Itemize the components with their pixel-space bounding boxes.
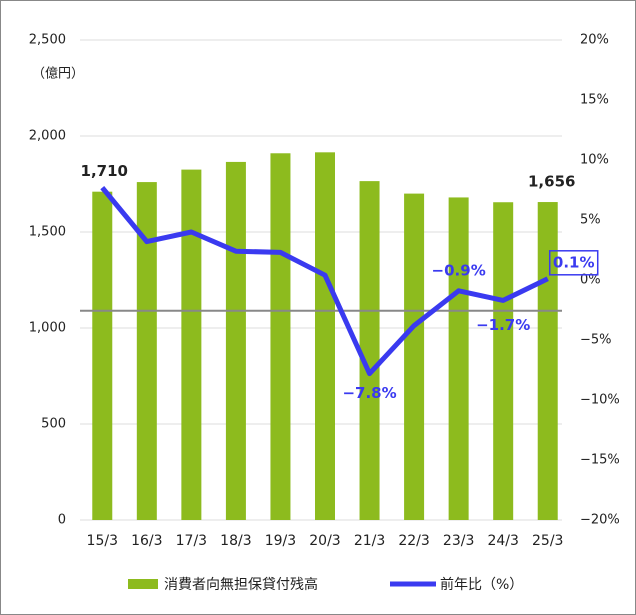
bar: [448, 197, 469, 520]
y2-tick-label: −10%: [580, 393, 620, 408]
x-tick-label: 18/3: [220, 533, 251, 549]
x-tick-label: 17/3: [176, 533, 207, 549]
bar: [181, 169, 202, 520]
x-tick-label: 16/3: [131, 533, 162, 549]
data-label: −7.8%: [342, 384, 396, 402]
bar: [537, 202, 558, 520]
x-tick-label: 15/3: [87, 533, 118, 549]
x-tick-label: 23/3: [443, 533, 474, 549]
bar: [359, 181, 380, 520]
y2-tick-label: 15%: [580, 93, 609, 108]
y2-tick-label: −20%: [580, 513, 620, 528]
y-tick-label: 2,500: [29, 33, 66, 48]
bar: [315, 152, 335, 520]
x-tick-label: 21/3: [354, 533, 385, 549]
data-label: −0.9%: [432, 261, 486, 279]
y-axis-title: （億円）: [32, 66, 84, 82]
data-label: 1,656: [528, 173, 575, 191]
legend-swatch: [128, 579, 158, 589]
y-tick-label: 500: [41, 417, 66, 432]
y2-tick-label: 10%: [580, 153, 609, 168]
y-tick-label: 2,000: [29, 129, 66, 144]
legend-label: 前年比（%）: [440, 576, 523, 593]
data-label: 0.1%: [553, 253, 595, 271]
bar: [404, 193, 425, 520]
y2-tick-label: −15%: [580, 453, 620, 468]
data-label: 1,710: [81, 162, 128, 180]
x-tick-label: 19/3: [265, 533, 296, 549]
y2-tick-label: −5%: [580, 333, 612, 348]
legend-label: 消費者向無担保貸付残高: [164, 576, 318, 593]
y2-tick-label: 0%: [580, 273, 601, 288]
y2-tick-label: 20%: [580, 33, 609, 48]
y-tick-label: 0: [58, 513, 66, 528]
line: [100, 186, 549, 377]
y-tick-label: 1,500: [29, 225, 66, 240]
label-box: [548, 250, 599, 276]
bar: [270, 153, 291, 520]
y-tick-label: 1,000: [29, 321, 66, 336]
data-label: −1.7%: [476, 316, 530, 334]
x-tick-label: 24/3: [487, 533, 518, 549]
x-tick-label: 20/3: [309, 533, 340, 549]
bar: [493, 202, 514, 521]
x-tick-label: 22/3: [398, 533, 429, 549]
bar: [92, 191, 113, 520]
bar: [136, 182, 157, 520]
bar: [225, 161, 246, 521]
x-tick-label: 25/3: [532, 533, 563, 549]
y2-tick-label: 5%: [580, 213, 601, 228]
